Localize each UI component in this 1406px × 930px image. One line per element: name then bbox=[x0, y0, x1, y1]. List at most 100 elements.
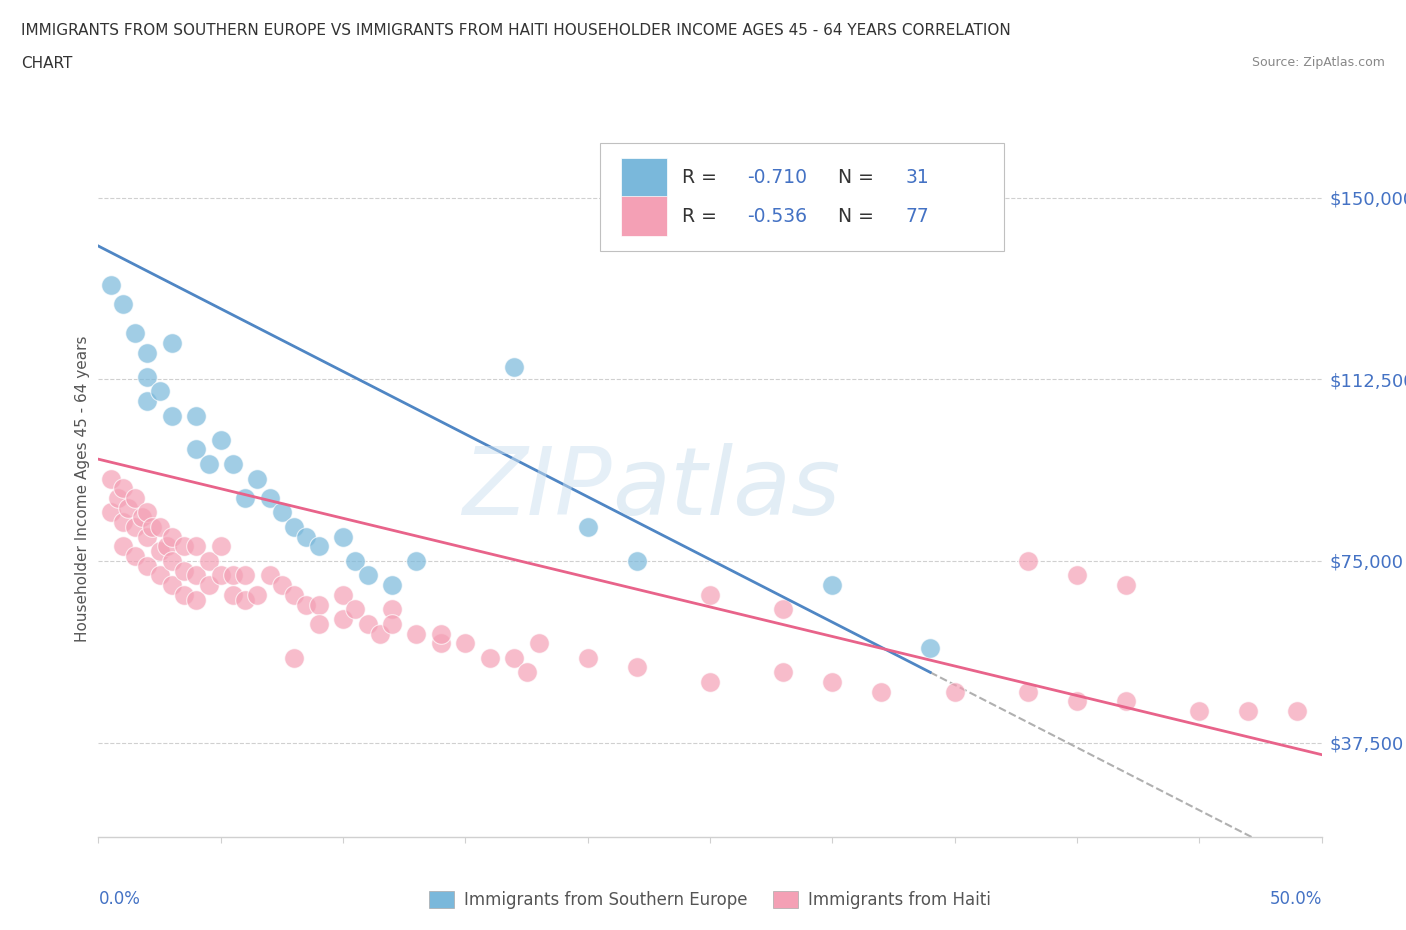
Point bbox=[111, 514, 134, 529]
Point bbox=[308, 539, 330, 554]
Point bbox=[821, 674, 844, 689]
Point bbox=[283, 650, 305, 665]
Point bbox=[270, 578, 294, 592]
Point bbox=[1286, 704, 1309, 719]
Point bbox=[149, 520, 172, 535]
Text: 0.0%: 0.0% bbox=[98, 890, 141, 909]
Legend: Immigrants from Southern Europe, Immigrants from Haiti: Immigrants from Southern Europe, Immigra… bbox=[423, 884, 997, 916]
Text: ZIP: ZIP bbox=[463, 443, 612, 534]
Point bbox=[233, 568, 256, 583]
Point bbox=[259, 568, 281, 583]
Point bbox=[173, 588, 195, 603]
Text: R =: R = bbox=[682, 206, 723, 226]
Point bbox=[870, 684, 893, 699]
Point bbox=[332, 588, 354, 603]
Point bbox=[699, 588, 721, 603]
Point bbox=[160, 553, 183, 568]
Point bbox=[186, 442, 208, 457]
Point bbox=[246, 588, 269, 603]
Point bbox=[503, 650, 526, 665]
Text: IMMIGRANTS FROM SOUTHERN EUROPE VS IMMIGRANTS FROM HAITI HOUSEHOLDER INCOME AGES: IMMIGRANTS FROM SOUTHERN EUROPE VS IMMIG… bbox=[21, 23, 1011, 38]
Point bbox=[332, 612, 354, 627]
Point bbox=[1017, 684, 1039, 699]
Point bbox=[124, 326, 146, 340]
Text: N =: N = bbox=[838, 206, 880, 226]
Point bbox=[222, 588, 245, 603]
Point bbox=[503, 360, 526, 375]
Text: 77: 77 bbox=[905, 206, 929, 226]
Point bbox=[344, 553, 367, 568]
Point bbox=[233, 490, 256, 505]
Point bbox=[381, 602, 404, 617]
Point bbox=[136, 393, 159, 408]
Point bbox=[1237, 704, 1260, 719]
Point bbox=[173, 539, 195, 554]
Point bbox=[100, 277, 122, 292]
Point bbox=[197, 553, 219, 568]
Point bbox=[111, 481, 134, 496]
Point bbox=[381, 578, 404, 592]
Point bbox=[259, 490, 281, 505]
Text: N =: N = bbox=[838, 168, 880, 187]
Text: R =: R = bbox=[682, 168, 723, 187]
Point bbox=[478, 650, 501, 665]
Point bbox=[283, 520, 305, 535]
Text: -0.536: -0.536 bbox=[747, 206, 807, 226]
Point bbox=[356, 617, 378, 631]
Point bbox=[576, 520, 599, 535]
Point bbox=[772, 665, 794, 680]
Point bbox=[943, 684, 966, 699]
Point bbox=[1115, 578, 1137, 592]
Point bbox=[368, 626, 391, 641]
Point bbox=[1066, 694, 1088, 709]
Point bbox=[626, 553, 648, 568]
Point bbox=[186, 592, 208, 607]
Point bbox=[149, 544, 172, 559]
Point bbox=[405, 626, 427, 641]
Text: 50.0%: 50.0% bbox=[1270, 890, 1322, 909]
Point bbox=[186, 568, 208, 583]
Point bbox=[197, 578, 219, 592]
Point bbox=[131, 510, 153, 525]
Point bbox=[197, 457, 219, 472]
Point bbox=[344, 602, 367, 617]
Point bbox=[111, 297, 134, 312]
Point bbox=[332, 529, 354, 544]
Point bbox=[209, 539, 232, 554]
Point bbox=[186, 408, 208, 423]
Point bbox=[149, 384, 172, 399]
Text: CHART: CHART bbox=[21, 56, 73, 71]
Point bbox=[405, 553, 427, 568]
Point bbox=[209, 432, 232, 447]
Point bbox=[136, 345, 159, 360]
Point bbox=[454, 636, 477, 651]
Point bbox=[160, 529, 183, 544]
Point bbox=[100, 472, 122, 486]
Point bbox=[160, 408, 183, 423]
Point bbox=[920, 641, 942, 656]
Point bbox=[160, 336, 183, 351]
Point bbox=[136, 529, 159, 544]
Point bbox=[430, 636, 453, 651]
Point bbox=[173, 564, 195, 578]
Point bbox=[699, 674, 721, 689]
Point bbox=[117, 500, 139, 515]
Point bbox=[136, 558, 159, 573]
FancyBboxPatch shape bbox=[620, 157, 668, 198]
FancyBboxPatch shape bbox=[600, 143, 1004, 251]
Point bbox=[308, 597, 330, 612]
Point bbox=[515, 665, 537, 680]
Point bbox=[430, 626, 453, 641]
Point bbox=[124, 520, 146, 535]
Point bbox=[141, 520, 163, 535]
Point bbox=[136, 369, 159, 384]
Point bbox=[356, 568, 378, 583]
Point bbox=[1066, 568, 1088, 583]
Point bbox=[136, 505, 159, 520]
Point bbox=[222, 568, 245, 583]
Point bbox=[1017, 553, 1039, 568]
Point bbox=[576, 650, 599, 665]
Point bbox=[246, 472, 269, 486]
Point bbox=[821, 578, 844, 592]
Y-axis label: Householder Income Ages 45 - 64 years: Householder Income Ages 45 - 64 years bbox=[75, 335, 90, 642]
